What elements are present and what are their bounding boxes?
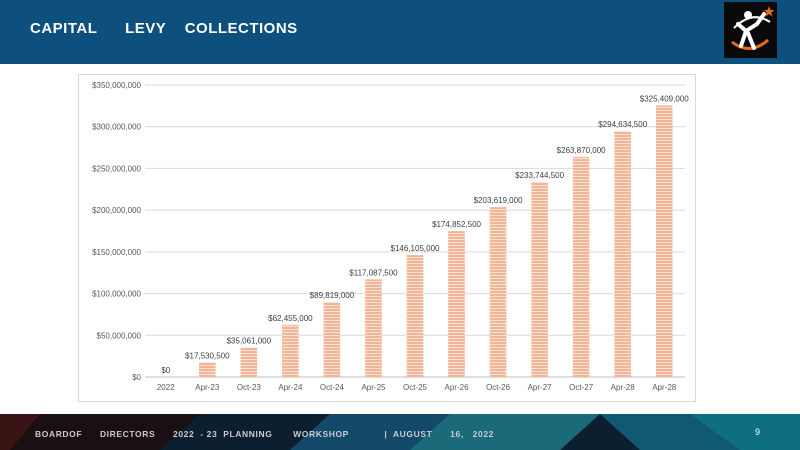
y-tick-label: $300,000,000 [92, 123, 141, 132]
data-label: $174,852,500 [432, 220, 481, 229]
bar [323, 302, 341, 377]
district-logo-icon [724, 2, 777, 58]
data-label: $233,744,500 [515, 171, 564, 180]
chart-panel: $0 $50,000,000 $100,000,000 $150,000,000 $20… [78, 74, 696, 402]
bar [282, 324, 299, 377]
data-label: $294,634,500 [598, 120, 647, 129]
data-label: $117,087,500 [349, 268, 398, 277]
data-label: $35,061,000 [227, 337, 272, 346]
y-tick-label: $100,000,000 [92, 290, 141, 299]
bar [240, 347, 258, 377]
header-bar: CAPITAL LEVY COLLECTIONS [0, 0, 800, 64]
y-tick-label: $250,000,000 [92, 164, 141, 173]
data-label: $62,455,000 [268, 314, 313, 323]
page-number: 9 [755, 427, 761, 437]
page-title: CAPITAL LEVY COLLECTIONS [30, 20, 298, 37]
x-tick-label: Oct-24 [320, 383, 345, 392]
bar [489, 207, 507, 377]
bar [531, 181, 548, 377]
bar [199, 362, 216, 377]
y-tick-label: $0 [132, 373, 141, 382]
bar [655, 105, 673, 377]
x-tick-label: Oct-25 [403, 383, 428, 392]
x-tick-label: Apr-25 [361, 383, 386, 392]
bar [614, 131, 631, 377]
data-label: $0 [161, 366, 170, 375]
x-tick-label: Apr-23 [195, 383, 220, 392]
bar [406, 255, 424, 377]
x-tick-label: Apr-28 [652, 383, 677, 392]
x-tick-label: Apr-26 [445, 383, 470, 392]
bar-chart: $0 $50,000,000 $100,000,000 $150,000,000 $20… [92, 81, 689, 392]
data-label: $146,105,000 [391, 244, 440, 253]
bar [365, 279, 382, 377]
x-tick-label: Oct-27 [569, 383, 594, 392]
y-tick-label: $350,000,000 [92, 81, 141, 90]
data-label: $17,530,500 [185, 351, 230, 360]
x-tick-label: Apr-24 [278, 383, 303, 392]
x-tick-label: Apr-27 [528, 383, 553, 392]
y-tick-label: $200,000,000 [92, 206, 141, 215]
footer-decoration [0, 414, 800, 450]
bar [572, 156, 590, 377]
y-tick-label: $50,000,000 [97, 331, 142, 340]
x-tick-label: Oct-23 [237, 383, 262, 392]
data-label: $263,870,000 [557, 146, 606, 155]
data-label: $325,409,000 [640, 95, 689, 104]
footer-bar: BOARDOF DIRECTORS 2022 - 23 PLANNING WOR… [0, 414, 800, 450]
x-tick-label: Apr-28 [611, 383, 636, 392]
bar [448, 231, 465, 377]
footer-text: BOARDOF DIRECTORS 2022 - 23 PLANNING WOR… [35, 429, 494, 439]
logo [724, 2, 777, 58]
x-tick-label: Oct-26 [486, 383, 511, 392]
data-label: $89,819,000 [310, 291, 355, 300]
data-label: $203,619,000 [474, 196, 523, 205]
x-tick-label: 2022 [157, 383, 175, 392]
y-tick-label: $150,000,000 [92, 248, 141, 257]
